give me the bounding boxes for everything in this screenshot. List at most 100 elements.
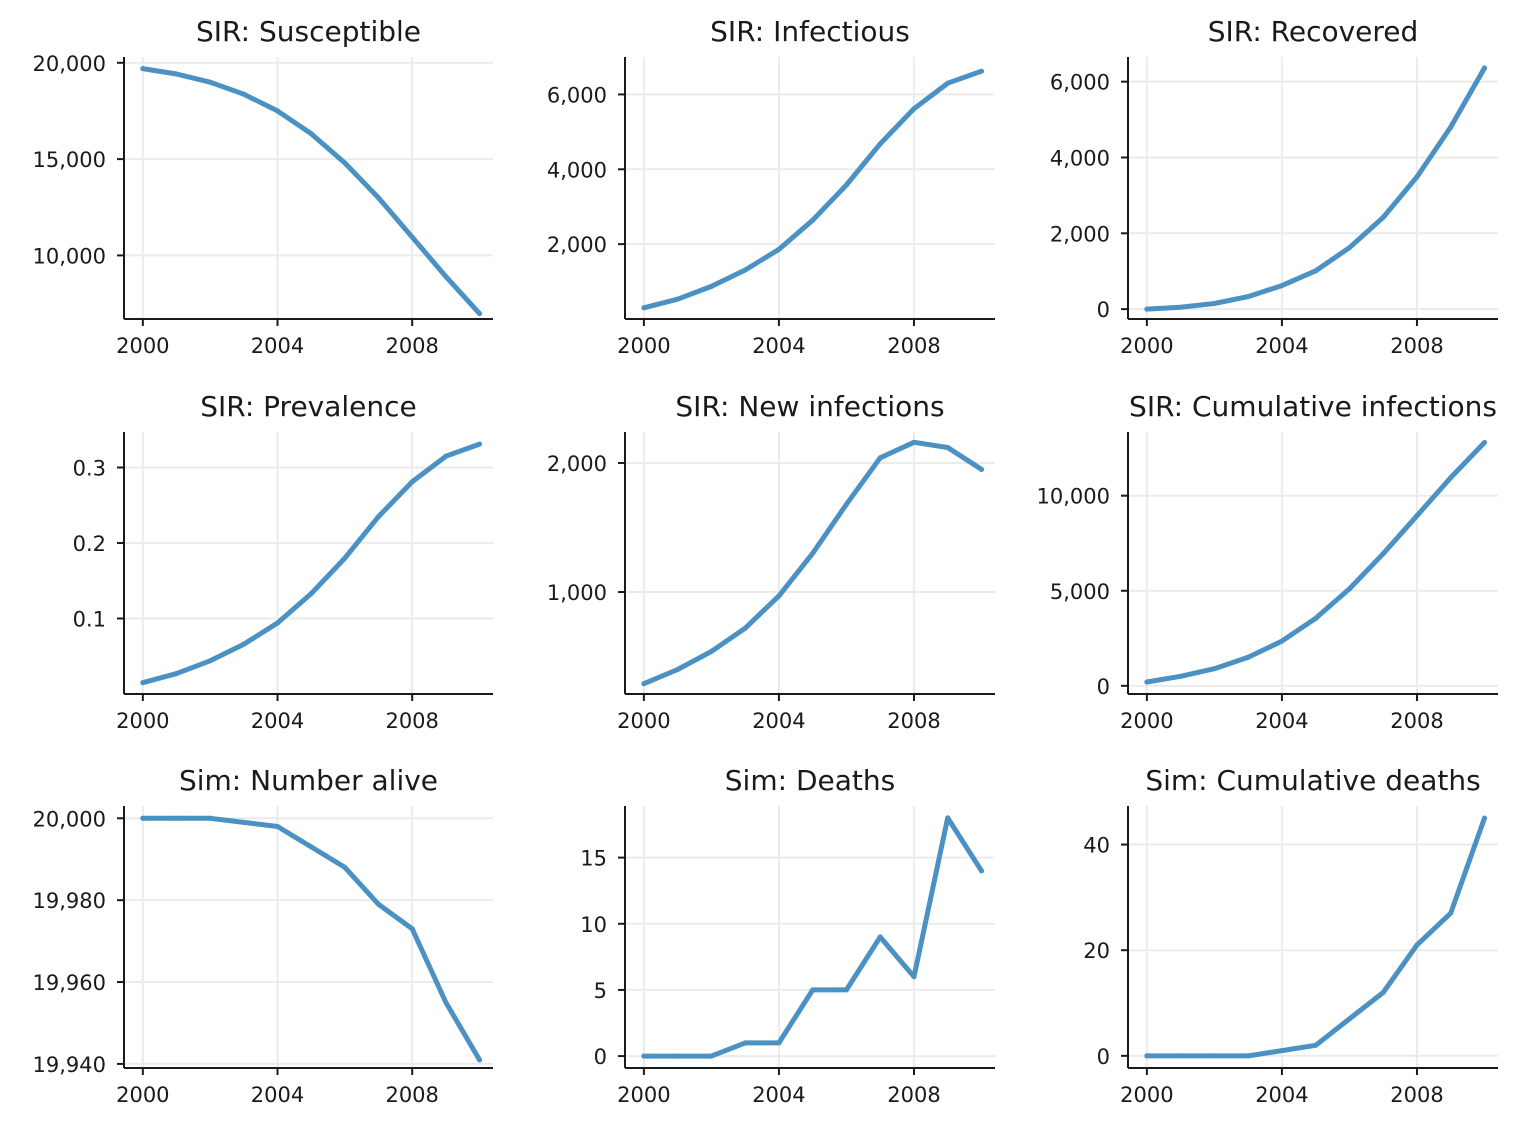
data-point (241, 91, 247, 97)
y-tick-label: 15,000 (33, 148, 106, 172)
y-tick-label: 0.2 (73, 532, 106, 556)
data-point (1144, 679, 1150, 685)
x-tick-label: 2004 (1255, 709, 1308, 733)
data-point (1414, 513, 1420, 519)
x-tick-label: 2008 (887, 334, 940, 358)
data-point (443, 453, 449, 459)
x-tick-label: 2000 (617, 709, 670, 733)
data-point (742, 1040, 748, 1046)
data-point (776, 593, 782, 599)
y-tick-label: 0 (1097, 298, 1110, 322)
x-tick-label: 2000 (1120, 1083, 1173, 1107)
x-tick-label: 2008 (1390, 334, 1443, 358)
data-point (641, 305, 647, 311)
data-point (675, 296, 681, 302)
chart-panel: Sim: Deaths 2000 2004 2008 0 5 10 15 (580, 764, 995, 1107)
x-tick-label: 2000 (116, 709, 169, 733)
data-point (708, 648, 714, 654)
data-point (1380, 989, 1386, 995)
data-point (843, 501, 849, 507)
data-point (911, 439, 917, 445)
panel-title: Sim: Cumulative deaths (1145, 764, 1480, 797)
data-point (207, 79, 213, 85)
y-tick-label: 4,000 (547, 158, 607, 182)
data-point (1211, 666, 1217, 672)
data-point (1313, 268, 1319, 274)
y-tick-label: 10,000 (33, 244, 106, 268)
y-tick-label: 5 (594, 979, 607, 1003)
data-point (1211, 1053, 1217, 1059)
data-point (641, 1053, 647, 1059)
series-line (1144, 440, 1487, 685)
data-point (376, 901, 382, 907)
series-line (140, 66, 482, 317)
data-point (477, 1057, 483, 1063)
data-point (877, 141, 883, 147)
data-point (207, 658, 213, 664)
x-tick-label: 2004 (1255, 1083, 1308, 1107)
data-point (308, 591, 314, 597)
data-point (308, 131, 314, 137)
x-tick-label: 2004 (1255, 334, 1308, 358)
data-point (675, 666, 681, 672)
y-tick-label: 2,000 (547, 452, 607, 476)
chart-panel: Sim: Cumulative deaths 2000 2004 2008 0 20 40 (1083, 764, 1498, 1107)
data-point (810, 987, 816, 993)
data-point (708, 1053, 714, 1059)
x-tick-label: 2008 (887, 709, 940, 733)
data-point (911, 974, 917, 980)
y-tick-label: 2,000 (547, 233, 607, 257)
data-point (1380, 551, 1386, 557)
data-point (477, 441, 483, 447)
data-point (843, 182, 849, 188)
data-point (140, 815, 146, 821)
data-point (1279, 638, 1285, 644)
series-line (140, 815, 482, 1063)
series-line (641, 815, 984, 1059)
y-tick-label: 20,000 (33, 52, 106, 76)
y-tick-label: 0.1 (73, 607, 106, 631)
y-tick-label: 40 (1083, 834, 1110, 858)
y-tick-label: 0 (1097, 675, 1110, 699)
y-tick-label: 6,000 (547, 83, 607, 107)
panel-title: Sim: Number alive (179, 764, 438, 797)
data-point (443, 1000, 449, 1005)
data-point (1245, 1053, 1251, 1059)
data-point (207, 815, 213, 821)
chart-panel: SIR: New infections 2000 2004 2008 1,000 2,00… (547, 390, 995, 733)
y-tick-label: 20 (1083, 939, 1110, 963)
data-point (1313, 1042, 1319, 1048)
data-point (1481, 65, 1487, 71)
data-point (1481, 439, 1487, 445)
chart-panel: SIR: Recovered 2000 2004 2008 0 2,000 4,000 6,0… (1050, 15, 1498, 358)
x-tick-label: 2008 (1390, 709, 1443, 733)
data-point (1481, 815, 1487, 821)
data-point (945, 444, 951, 450)
panel-title: SIR: Prevalence (200, 390, 417, 423)
data-point (1144, 1053, 1150, 1059)
panel-title: SIR: Cumulative infections (1129, 390, 1497, 423)
chart-panel: SIR: Cumulative infections 2000 2004 2008 0 5… (1037, 390, 1498, 733)
y-tick-label: 10 (580, 913, 607, 937)
data-point (877, 455, 883, 461)
data-point (1448, 475, 1454, 481)
data-point (477, 311, 483, 317)
data-point (810, 217, 816, 223)
data-point (1245, 654, 1251, 660)
data-point (275, 108, 281, 114)
data-point (708, 283, 714, 289)
y-tick-label: 19,940 (33, 1053, 106, 1077)
data-point (742, 625, 748, 631)
y-tick-label: 5,000 (1050, 580, 1110, 604)
data-point (1245, 294, 1251, 300)
data-point (376, 195, 382, 201)
data-point (978, 466, 984, 472)
y-tick-label: 0 (1097, 1045, 1110, 1069)
chart-panel: SIR: Prevalence 2000 2004 2008 0.1 0.2 0.3 (73, 390, 493, 733)
data-point (1178, 304, 1184, 310)
x-tick-label: 2008 (1390, 1083, 1443, 1107)
y-tick-label: 4,000 (1050, 146, 1110, 170)
x-tick-label: 2004 (251, 709, 304, 733)
chart-panel: SIR: Infectious 2000 2004 2008 2,000 4,000 6,0… (547, 15, 995, 358)
